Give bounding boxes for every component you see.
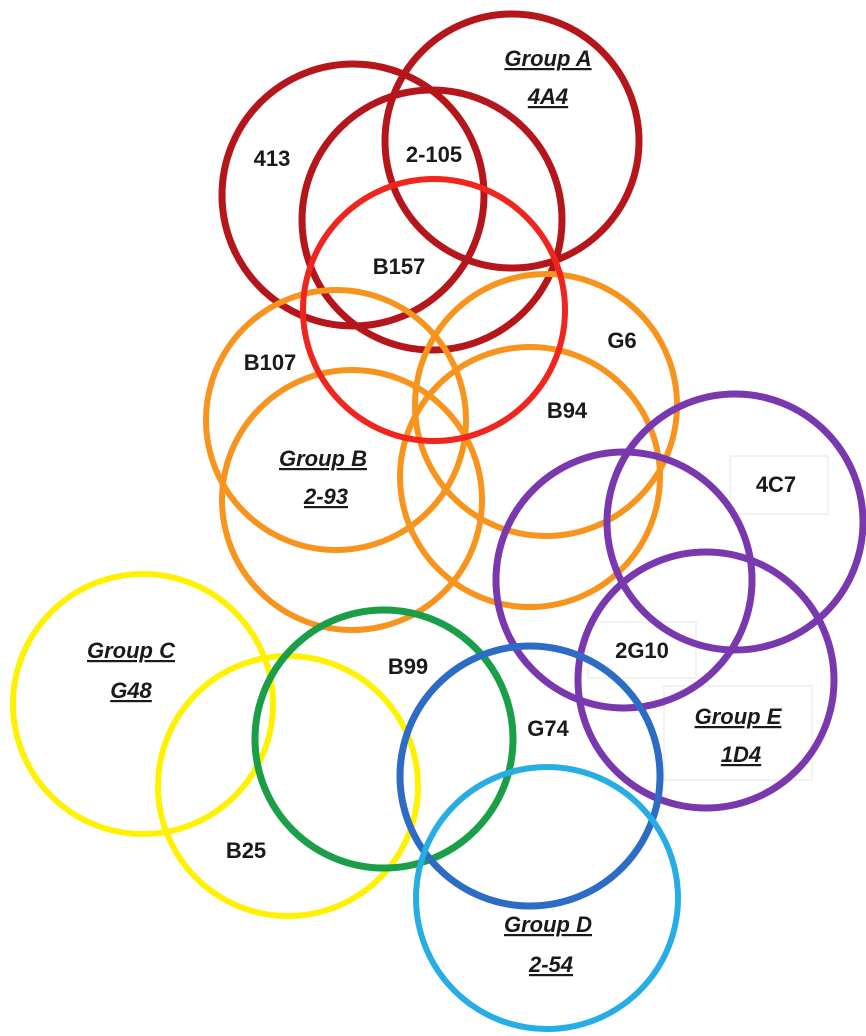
ring-g74 xyxy=(396,642,664,910)
group-b-name: Group B xyxy=(279,446,367,471)
label-b94: B94 xyxy=(547,398,588,423)
label-box-4c7 xyxy=(729,455,829,515)
label-b99: B99 xyxy=(388,654,428,679)
label-b25: B25 xyxy=(226,838,266,863)
label-g6: G6 xyxy=(607,328,636,353)
group-b-id: 2-93 xyxy=(303,484,348,509)
group-e-name: Group E xyxy=(695,704,783,729)
label-box-group-e xyxy=(663,685,813,781)
ring-group-a-4a4 xyxy=(381,10,643,272)
ring-group-e-1d4 xyxy=(574,548,838,812)
label-2-105: 2-105 xyxy=(406,142,462,167)
ring-group-c-g48 xyxy=(10,571,276,837)
label-b107: B107 xyxy=(244,350,297,375)
label-b157: B157 xyxy=(373,254,426,279)
label-g74: G74 xyxy=(527,716,569,741)
group-d-id: 2-54 xyxy=(528,952,573,977)
ring-2g10 xyxy=(492,448,756,712)
ring-b99 xyxy=(251,606,517,872)
ring-group-d-2-54 xyxy=(413,764,681,1032)
ring-413 xyxy=(218,60,488,330)
group-c-id: G48 xyxy=(110,678,152,703)
group-e-id: 1D4 xyxy=(721,742,761,767)
ring-b157 xyxy=(300,176,568,444)
group-c-name: Group C xyxy=(87,638,176,663)
ring-2-105 xyxy=(298,86,566,354)
label-4c7: 4C7 xyxy=(756,472,796,497)
group-d-name: Group D xyxy=(504,912,592,937)
ring-b94 xyxy=(397,344,663,610)
group-a-name: Group A xyxy=(504,46,591,71)
ring-b25 xyxy=(155,653,421,919)
ring-b107 xyxy=(203,287,469,553)
label-413: 413 xyxy=(254,146,291,171)
label-2g10: 2G10 xyxy=(615,638,669,663)
group-a-id: 4A4 xyxy=(527,84,568,109)
ring-group-b-2-93 xyxy=(219,367,485,633)
